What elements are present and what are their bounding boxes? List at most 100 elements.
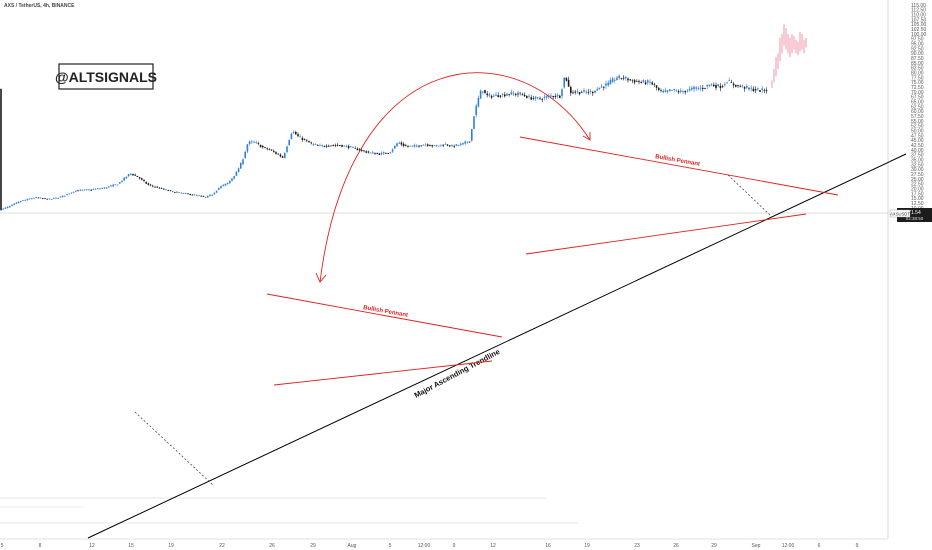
candle-body (235, 171, 238, 176)
candle-body (325, 145, 328, 147)
candle-body (484, 89, 486, 94)
candle-body (312, 144, 315, 145)
candle-body (735, 84, 737, 87)
y-tick-label: 77.50 (911, 75, 924, 81)
y-tick-label: 37.50 (911, 153, 924, 159)
candle-body (242, 159, 244, 165)
pennant1-upper-line (266, 293, 503, 338)
candle-body (420, 145, 422, 147)
candle-body (97, 188, 99, 190)
candle-body (438, 145, 440, 147)
candle-body (240, 163, 242, 169)
watermark-text: @ALTSIGNALS (55, 69, 157, 85)
candle-body (262, 145, 264, 148)
candle-body (748, 87, 750, 89)
candle-body (605, 83, 607, 86)
pennant1-label: Bullish Pennant (363, 305, 409, 319)
y-tick-label: 87.50 (911, 56, 924, 62)
candle-body (116, 184, 119, 186)
candle-body (273, 150, 275, 152)
y-tick-label: 95.00 (911, 41, 924, 47)
candle-body (552, 95, 554, 98)
candle-body (83, 189, 86, 191)
x-tick-label: 23 (634, 543, 640, 549)
candle-body (354, 147, 356, 149)
candle-body (37, 197, 40, 199)
candle-body (468, 141, 471, 143)
candle-body (688, 88, 691, 91)
candle-body (495, 94, 497, 96)
candle-body (55, 197, 57, 199)
symbol-tag: AXSUSDT (890, 211, 910, 216)
candle-body (684, 90, 686, 93)
candle-body (622, 77, 625, 79)
candle-body (471, 129, 473, 141)
candle-body (17, 201, 20, 204)
candle-body (545, 95, 548, 98)
candle-body (607, 82, 609, 86)
y-tick-label: 90.00 (911, 51, 924, 57)
candle-body (200, 195, 202, 197)
y-tick-label: 105.00 (911, 22, 927, 28)
x-tick-label: 29 (711, 543, 717, 549)
candle-body (457, 145, 460, 146)
y-tick-label: 80.00 (911, 70, 924, 76)
candle-body (11, 204, 13, 206)
candle-body (145, 181, 147, 184)
candle-body (631, 79, 634, 81)
candle-body (323, 146, 326, 147)
candle-body (26, 198, 29, 201)
candle-body (691, 87, 693, 90)
candle-body (726, 82, 728, 84)
candle-body (583, 90, 585, 92)
candle-body (336, 144, 339, 146)
candle-body (251, 141, 253, 143)
candle-body (581, 91, 583, 93)
projection-candles (771, 24, 807, 89)
candle-body (127, 174, 130, 177)
candle-body (105, 187, 108, 189)
candle-body (352, 146, 354, 148)
candle-body (537, 97, 539, 99)
candle-body (213, 192, 216, 195)
candle-body (114, 184, 117, 186)
candle-body (372, 152, 374, 154)
candle-body (218, 187, 220, 190)
candle-body (647, 80, 649, 83)
candle-body (702, 87, 704, 89)
y-tick-label: 110.00 (911, 12, 926, 18)
y-tick-label: 57.50 (911, 114, 924, 120)
candle-body (479, 90, 482, 99)
candle-body (761, 88, 763, 90)
candle-body (244, 151, 246, 159)
x-tick-label: 15 (128, 543, 134, 549)
candle-body (708, 84, 711, 86)
candle-body (394, 145, 396, 149)
dashed-trendline (134, 411, 215, 487)
candle-body (508, 94, 510, 95)
candle-body (620, 78, 623, 79)
candle-body (642, 80, 645, 83)
candle-body (165, 189, 167, 191)
candle-body (35, 197, 37, 198)
candle-body (570, 86, 572, 94)
candle-body (765, 90, 768, 92)
candle-body (361, 150, 363, 151)
candle-body (743, 87, 746, 89)
candle-body (149, 184, 152, 186)
y-tick-label: 35.00 (911, 158, 924, 164)
candle-body (259, 144, 262, 148)
candle-body (178, 192, 180, 193)
candle-body (490, 96, 493, 98)
candle-body (757, 88, 759, 90)
candle-body (488, 94, 491, 96)
candle-body (88, 189, 90, 191)
candle-body (143, 179, 145, 182)
candle-body (136, 175, 139, 177)
candle-body (110, 185, 112, 187)
candle-body (449, 145, 451, 147)
candle-body (191, 194, 194, 196)
candle-body (512, 93, 515, 95)
candle-body (281, 156, 284, 158)
